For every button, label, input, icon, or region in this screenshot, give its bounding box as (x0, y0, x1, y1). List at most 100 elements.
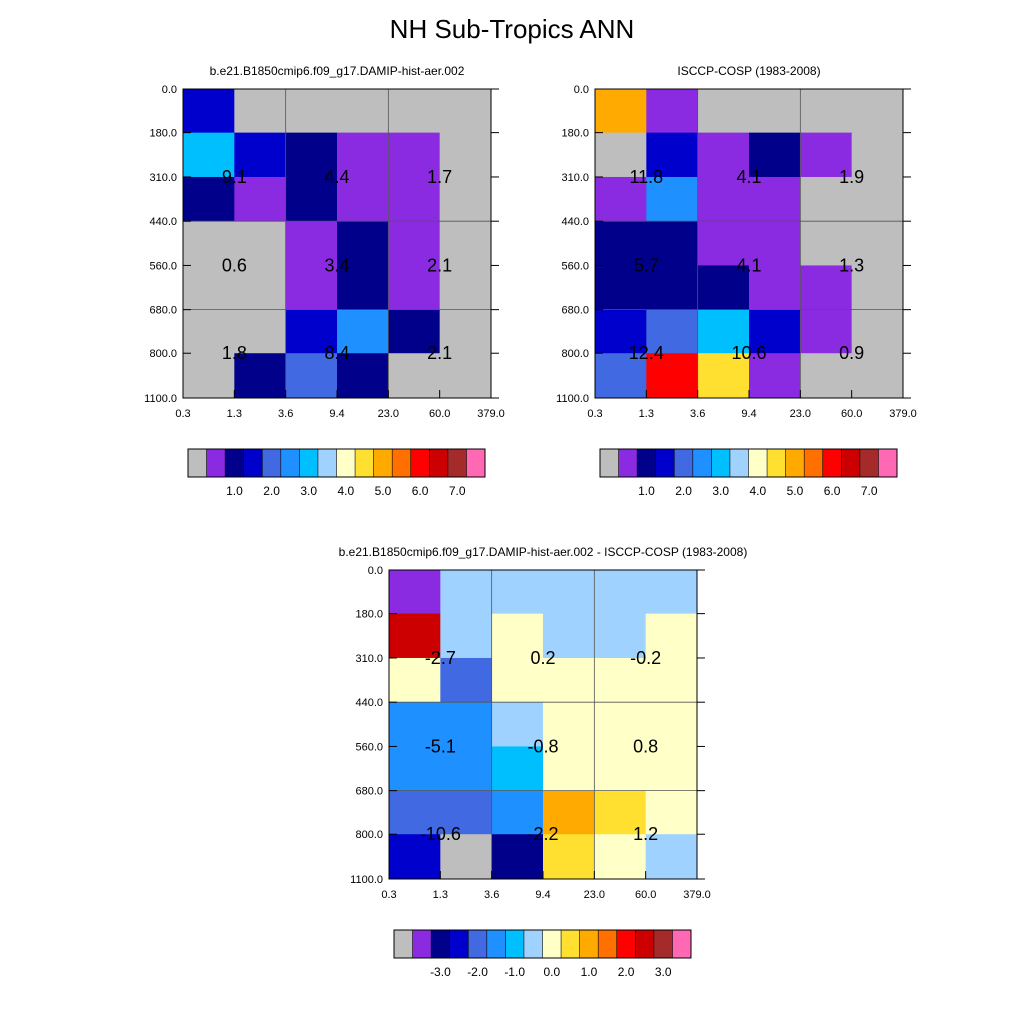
heatmap-cell (491, 657, 544, 703)
colorbar-label: -3.0 (430, 965, 451, 979)
heatmap-cell (594, 613, 647, 659)
cell-value-label: 2.1 (427, 255, 452, 275)
heatmap-cell (800, 265, 853, 311)
cell-value-label: -0.8 (527, 736, 558, 756)
heatmap-cell (595, 89, 647, 134)
heatmap-cell (388, 132, 441, 178)
heatmap-cell (543, 834, 595, 880)
cell-value-label: 4.1 (736, 255, 761, 275)
heatmap-cell (337, 221, 389, 266)
y-tick-label: 680.0 (561, 305, 589, 317)
heatmap-cell (440, 702, 493, 747)
y-tick-label: 310.0 (149, 172, 177, 184)
heatmap-cell (183, 309, 235, 354)
heatmap-cell (337, 353, 389, 399)
colorbar-swatch (655, 449, 675, 477)
heatmap-cell (595, 353, 647, 399)
panel-2-title: ISCCP-COSP (1983-2008) (677, 64, 820, 78)
colorbar-label: 1.0 (581, 965, 598, 979)
heatmap-cell (697, 132, 750, 178)
heatmap-cell (234, 176, 287, 222)
heatmap-cell (234, 221, 287, 266)
heatmap-cell (337, 176, 389, 222)
colorbar-swatch (262, 449, 282, 477)
cell-value-label: 11.8 (629, 167, 663, 187)
heatmap-cell (595, 132, 647, 178)
colorbar-swatch (635, 930, 655, 958)
heatmap-cell (440, 570, 493, 615)
cell-value-label: 0.6 (222, 255, 247, 275)
colorbar-frame (393, 929, 692, 959)
heatmap-cell (594, 790, 647, 835)
heatmap-cell (285, 176, 338, 222)
x-tick-label: 3.6 (690, 408, 705, 420)
heatmap-cell (388, 221, 441, 266)
y-tick-label: 1100.0 (144, 393, 177, 405)
y-tick-label: 800.0 (355, 829, 383, 841)
cell-value-label: 1.2 (633, 824, 658, 844)
cell-value-label: 1.8 (222, 343, 247, 363)
heatmap-cell (234, 353, 287, 399)
heatmap-cell (285, 89, 338, 134)
y-tick-label: 440.0 (149, 216, 177, 228)
heatmap-cell (389, 702, 441, 747)
heatmap-cell (697, 89, 750, 134)
heatmap-cell (389, 834, 441, 880)
cell-value-label: -10.6 (420, 824, 461, 844)
colorbar-swatch (579, 930, 599, 958)
cell-value-label: 2.1 (427, 343, 452, 363)
colorbar-swatch (616, 930, 636, 958)
heatmap-cell (285, 132, 338, 178)
heatmap-cell (234, 265, 287, 311)
colorbar-label: 4.0 (337, 484, 354, 498)
heatmap-cell (645, 746, 698, 792)
colorbar-swatch (674, 449, 694, 477)
heatmap-cell (389, 570, 441, 615)
heatmap-cell (439, 176, 492, 222)
heatmap-cell (491, 613, 544, 659)
colorbar-swatch (299, 449, 319, 477)
colorbar-swatch (598, 930, 618, 958)
colorbar-swatch (804, 449, 824, 477)
colorbar-label: 4.0 (749, 484, 766, 498)
x-tick-label: 60.0 (429, 408, 450, 420)
heatmap-cell (388, 353, 441, 399)
heatmap-cell (543, 702, 595, 747)
heatmap-cell (851, 132, 904, 178)
heatmap-cell (749, 176, 801, 222)
colorbar-swatch (429, 449, 449, 477)
heatmap-cell (439, 132, 492, 178)
cell-value-label: 0.8 (633, 736, 658, 756)
heatmap-cell (543, 613, 595, 659)
cell-value-label: 3.4 (324, 255, 349, 275)
colorbar-swatch (600, 449, 619, 477)
heatmap-cell (749, 265, 801, 311)
heatmap-cell (491, 702, 544, 747)
panel-3-title: b.e21.B1850cmip6.f09_g17.DAMIP-hist-aer.… (339, 545, 748, 559)
heatmap-cell (594, 657, 647, 703)
heatmap-cell (800, 89, 853, 134)
heatmap-cell (595, 309, 647, 354)
y-tick-label: 800.0 (149, 348, 177, 360)
heatmap-cell (337, 89, 389, 134)
colorbar-label: 2.0 (263, 484, 280, 498)
colorbar-swatch (523, 930, 543, 958)
x-tick-label: 23.0 (378, 408, 399, 420)
heatmap-cell (645, 657, 698, 703)
heatmap-cell (285, 265, 338, 311)
cell-value-label: -5.1 (425, 736, 456, 756)
colorbar-swatch (412, 930, 432, 958)
colorbar-swatch (225, 449, 244, 477)
y-tick-label: 0.0 (574, 84, 589, 96)
heatmap-cell (388, 309, 441, 354)
heatmap-cell (697, 309, 750, 354)
cell-value-label: 5.7 (634, 255, 659, 275)
cell-value-label: -2.7 (425, 648, 456, 668)
colorbar-label: 0.0 (543, 965, 560, 979)
heatmap-cell (183, 221, 235, 266)
colorbar-swatch (637, 449, 656, 477)
colorbar-label: 7.0 (449, 484, 466, 498)
cell-value-label: 10.6 (731, 343, 766, 363)
colorbar-swatch (672, 930, 692, 958)
heatmap-cell (389, 790, 441, 835)
